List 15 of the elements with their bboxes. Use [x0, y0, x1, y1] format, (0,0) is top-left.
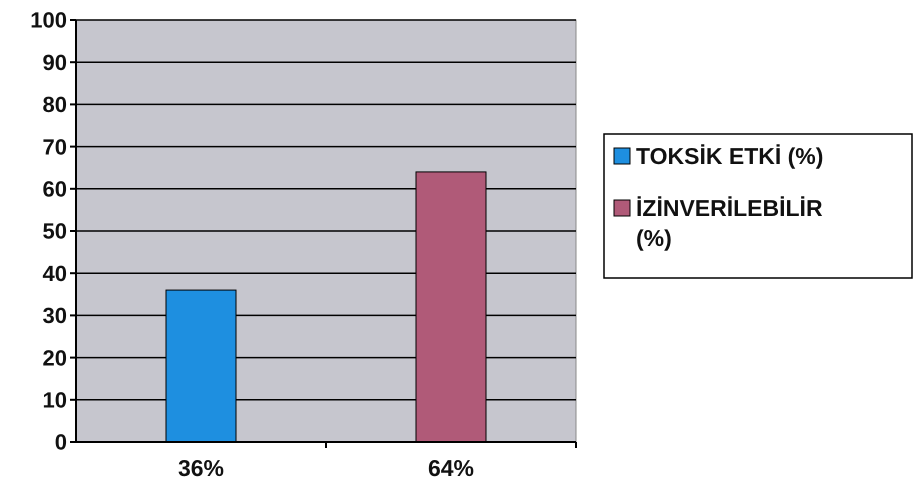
- y-tick-label: 60: [42, 176, 67, 202]
- x-tick-label: 36%: [178, 455, 224, 481]
- y-tick-label: 100: [30, 8, 67, 33]
- legend-label: TOKSİK ETKİ (%): [636, 143, 824, 169]
- y-tick-label: 80: [42, 92, 67, 118]
- x-tick-label: 64%: [428, 455, 474, 481]
- y-tick-label: 10: [42, 388, 67, 412]
- y-tick-label: 70: [42, 134, 67, 160]
- y-tick-label: 30: [42, 303, 67, 328]
- y-tick-label: 90: [42, 50, 67, 75]
- y-tick-label: 50: [42, 218, 67, 244]
- y-tick-label: 0: [54, 430, 67, 455]
- y-tick-label: 40: [42, 260, 67, 286]
- y-tick-label: 20: [42, 345, 67, 370]
- legend-label: İZİNVERİLEBİLİR (%): [636, 195, 823, 251]
